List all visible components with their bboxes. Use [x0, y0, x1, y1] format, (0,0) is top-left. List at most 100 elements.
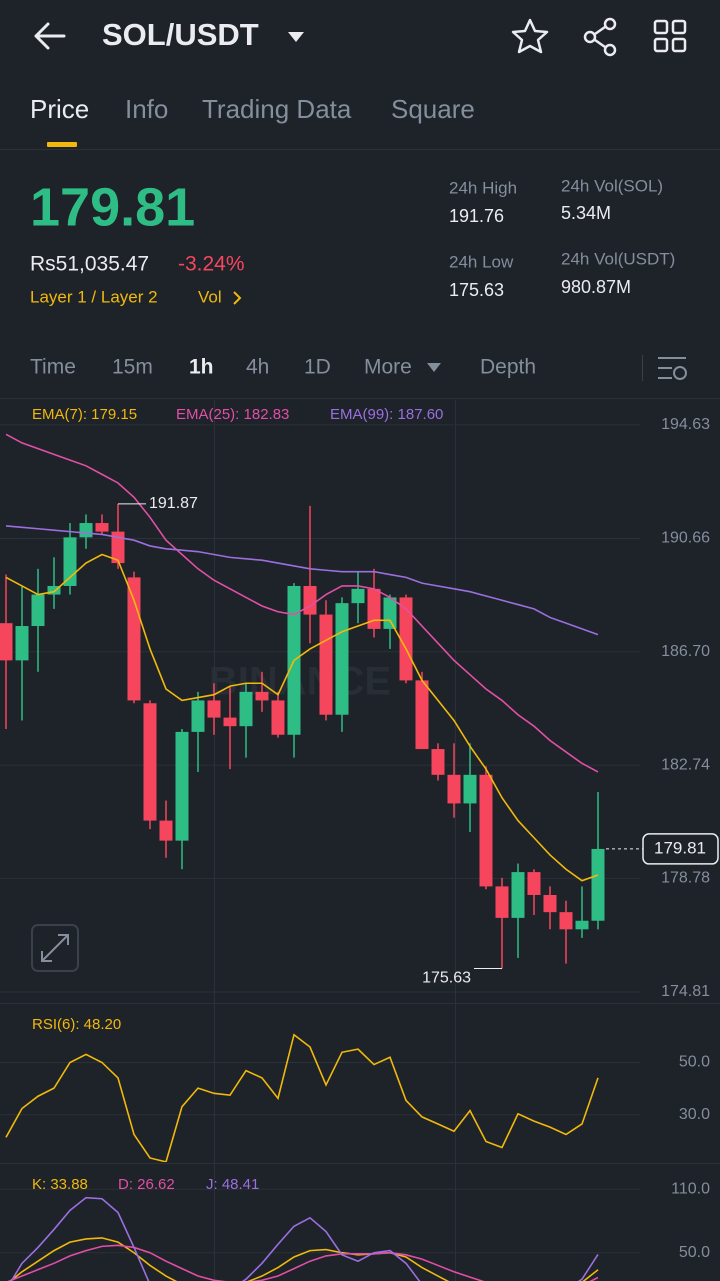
- candle-body: [239, 691, 253, 727]
- share-node: [603, 17, 617, 31]
- y-tick-label: 30.0: [679, 1106, 710, 1123]
- indicator-line: [9, 1237, 599, 1281]
- candle-body: [447, 774, 461, 804]
- time-grid-line: [214, 400, 215, 1281]
- candle-body: [95, 523, 109, 532]
- interval[interactable]: 4h: [246, 356, 269, 379]
- chart-settings-icon[interactable]: [658, 357, 687, 380]
- layout-cell: [653, 37, 669, 53]
- candle-body: [111, 531, 125, 564]
- tab[interactable]: Square: [391, 94, 475, 124]
- expand-frame: [31, 924, 79, 972]
- interval[interactable]: Time: [30, 356, 76, 379]
- y-tick-label: 194.63: [661, 416, 710, 433]
- candle-body: [63, 537, 77, 586]
- candle-body: [335, 603, 349, 715]
- stat-label: 24h Vol(USDT): [561, 249, 675, 268]
- y-tick-label: 186.70: [661, 643, 710, 660]
- candle-body: [127, 577, 141, 701]
- candle-body: [543, 894, 557, 913]
- interval[interactable]: Depth: [480, 356, 536, 379]
- time-grid-line: [455, 400, 456, 1281]
- annotation: 175.63: [422, 970, 471, 987]
- y-tick-label: 174.81: [661, 983, 710, 1000]
- stat-label: 24h Vol(SOL): [561, 176, 663, 195]
- candle-body: [0, 623, 13, 661]
- y-tick-label: 190.66: [661, 530, 710, 547]
- candle-body: [559, 912, 573, 930]
- stat-value: 980.87M: [561, 277, 631, 297]
- candle-body: [511, 872, 525, 918]
- category-tag[interactable]: Layer 1 / Layer 2: [30, 287, 158, 306]
- stat-value: 5.34M: [561, 203, 611, 223]
- candle-body: [479, 774, 493, 887]
- panel-divider: [0, 1163, 720, 1164]
- candle-body: [255, 691, 269, 701]
- y-tick-label: 178.78: [661, 870, 710, 887]
- candle-body: [271, 700, 285, 735]
- indicator-label: EMA(7): 179.15: [32, 406, 137, 423]
- tab[interactable]: Info: [125, 94, 168, 124]
- candle-body: [47, 585, 61, 595]
- candle-body: [159, 820, 173, 841]
- candle-body: [319, 614, 333, 715]
- share-icon[interactable]: [583, 17, 617, 57]
- candle-body: [15, 626, 29, 661]
- back-button[interactable]: [34, 22, 66, 50]
- legend-entry: K: 33.88: [32, 1176, 88, 1193]
- y-tick-label: 50.0: [679, 1054, 710, 1071]
- back-icon: [34, 22, 66, 50]
- expand-button[interactable]: [31, 924, 79, 972]
- candle-body: [575, 920, 589, 930]
- layout-cell: [671, 37, 687, 53]
- chart-labels: 194.63 190.66 186.70 182.74 178.78 174.81 191.…: [32, 416, 719, 1261]
- tab[interactable]: Price: [30, 94, 89, 124]
- layout-cell: [653, 19, 669, 35]
- main-chart: [0, 424, 640, 993]
- fiat-price: Rs51,035.47: [30, 253, 149, 276]
- stat-value: 175.63: [449, 280, 504, 300]
- last-price: 179.81: [30, 177, 195, 237]
- indicator-label: EMA(99): 187.60: [330, 406, 443, 423]
- indicator-line: [10, 1196, 599, 1281]
- y-tick-label: 182.74: [661, 756, 710, 773]
- candle-body: [431, 749, 445, 775]
- candle-body: [415, 680, 429, 750]
- indicator-label: EMA(25): 182.83: [176, 406, 289, 423]
- favorite-icon[interactable]: [511, 18, 549, 54]
- rsi-chart: [0, 1033, 640, 1162]
- vol-link[interactable]: Vol: [198, 287, 222, 306]
- candle-body: [191, 700, 205, 732]
- tab[interactable]: Trading Data: [202, 94, 352, 124]
- rsi-label: RSI(6): 48.20: [32, 1016, 121, 1033]
- candle-body: [495, 886, 509, 918]
- expand-icon: [41, 934, 69, 962]
- interval[interactable]: More: [364, 356, 412, 379]
- pair-title[interactable]: SOL/USDT: [102, 17, 259, 52]
- candle-body: [223, 717, 237, 727]
- candle-body: [463, 774, 477, 804]
- stat-label: 24h Low: [449, 252, 514, 271]
- candle-body: [207, 700, 221, 718]
- panel-divider: [0, 1003, 720, 1004]
- share-node: [603, 43, 617, 57]
- interval[interactable]: 1h: [189, 356, 214, 379]
- chevron: [233, 291, 242, 305]
- legend-entry: J: 48.41: [206, 1176, 259, 1193]
- price-change: -3.24%: [178, 253, 245, 276]
- candle-body: [591, 848, 605, 921]
- layout-icon[interactable]: [653, 19, 687, 53]
- share-node: [583, 30, 597, 44]
- indicator-line: [5, 553, 599, 882]
- interval[interactable]: 1D: [304, 356, 331, 379]
- indicator-line: [5, 525, 599, 636]
- settings-gear: [673, 366, 687, 380]
- pair-dropdown[interactable]: [288, 32, 304, 42]
- candle-body: [399, 597, 413, 681]
- stat-value: 191.76: [449, 206, 504, 226]
- interval[interactable]: 15m: [112, 356, 153, 379]
- indicator-line: [5, 433, 599, 773]
- candle-body: [79, 523, 93, 538]
